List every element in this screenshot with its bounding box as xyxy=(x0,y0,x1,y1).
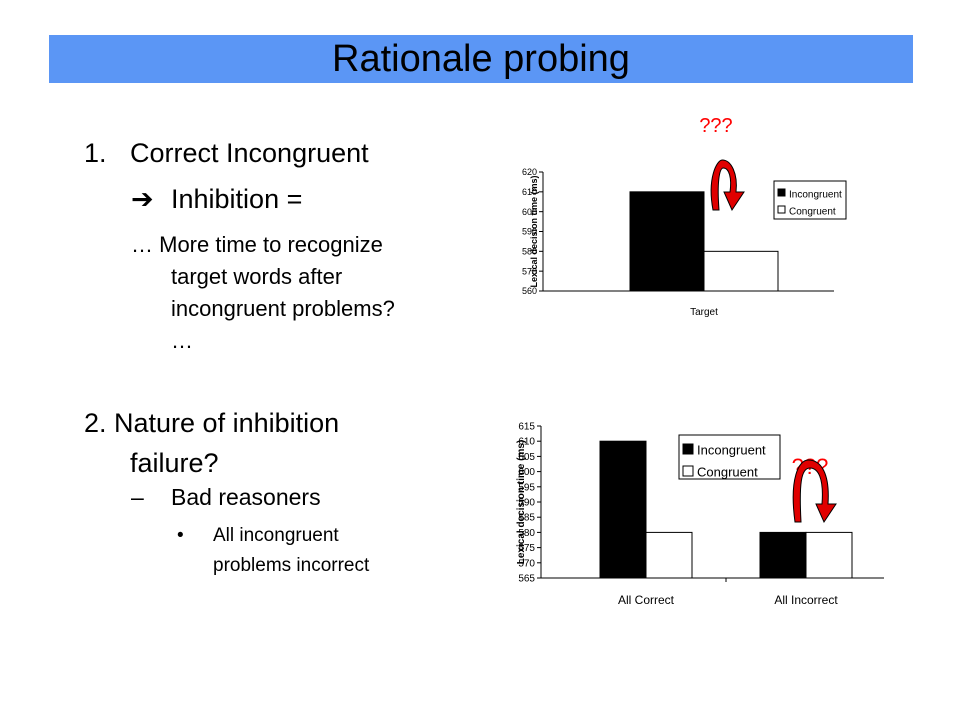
y-tick-label: 610 xyxy=(518,437,535,448)
legend-label: Congruent xyxy=(789,207,836,218)
point2-sub-text: Bad reasoners xyxy=(171,484,321,510)
y-tick-label: 605 xyxy=(518,452,535,463)
right-arrow-icon: ➔ xyxy=(131,184,154,214)
bar-congruent xyxy=(645,531,693,579)
dash-marker: – xyxy=(131,484,144,510)
y-tick-label: 610 xyxy=(522,187,537,197)
y-tick-label: 570 xyxy=(518,558,535,569)
point2-heading: 2. Nature of inhibition failure? xyxy=(84,403,339,483)
y-tick-label: 580 xyxy=(522,246,537,256)
detail-line: target words after xyxy=(171,264,343,289)
point1-number: 1. xyxy=(84,138,107,168)
y-tick-label: 600 xyxy=(518,467,535,478)
legend-box xyxy=(678,434,781,480)
annotation-question: ??? xyxy=(699,115,732,137)
curved-arrow-icon xyxy=(710,159,745,212)
curved-arrow-icon xyxy=(792,459,837,524)
bar-incongruent xyxy=(629,191,705,292)
bullet-line: problems incorrect xyxy=(213,555,370,576)
y-tick-label: 575 xyxy=(518,543,535,554)
x-category-label: All Correct xyxy=(618,593,675,607)
y-tick-label: 600 xyxy=(522,207,537,217)
detail-line: … More time to recognize xyxy=(131,232,383,257)
legend-box xyxy=(773,180,847,220)
y-tick-label: 560 xyxy=(522,286,537,296)
bar-incongruent xyxy=(599,440,647,579)
point1-subheading: ➔ Inhibition = xyxy=(131,184,302,215)
point1-heading: 1. Correct Incongruent xyxy=(84,138,369,169)
bullet-line: All incongruent xyxy=(213,525,339,546)
legend-label: Congruent xyxy=(697,465,758,480)
y-tick-label: 590 xyxy=(518,498,535,509)
y-tick-label: 585 xyxy=(518,513,535,524)
y-tick-label: 615 xyxy=(518,422,535,433)
legend-swatch-incongruent xyxy=(777,188,786,197)
point2-sub: – Bad reasoners xyxy=(131,484,321,511)
x-category-label: All Incorrect xyxy=(774,593,838,607)
point1-detail: … More time to recognize target words af… xyxy=(131,229,395,357)
x-category-label: Target xyxy=(690,307,718,318)
point2-bullet: • All incongruent problems incorrect xyxy=(177,521,369,581)
point1-heading-text: Correct Incongruent xyxy=(130,138,369,168)
point2-heading-line: 2. Nature of inhibition xyxy=(84,408,340,438)
point2-heading-line: failure? xyxy=(130,448,219,478)
y-tick-label: 580 xyxy=(518,528,535,539)
y-tick-label: 595 xyxy=(518,482,535,493)
y-tick-label: 570 xyxy=(522,266,537,276)
slide-title: Rationale probing xyxy=(332,38,630,80)
bar-congruent xyxy=(805,531,853,579)
legend-swatch-congruent xyxy=(777,205,786,214)
point1-subheading-text: Inhibition = xyxy=(171,184,303,214)
y-tick-label: 565 xyxy=(518,574,535,585)
bar-incongruent xyxy=(759,531,807,579)
title-bar: Rationale probing xyxy=(49,35,913,83)
y-axis-label: Lexical decision time (ms) xyxy=(516,440,527,565)
y-tick-label: 620 xyxy=(522,167,537,177)
legend-label: Incongruent xyxy=(789,190,842,201)
detail-line: incongruent problems? xyxy=(171,296,395,321)
y-tick-label: 590 xyxy=(522,227,537,237)
bullet-icon: • xyxy=(177,525,184,546)
bar-congruent xyxy=(703,250,779,292)
detail-line: … xyxy=(171,328,193,353)
legend-swatch-incongruent xyxy=(682,443,694,455)
y-axis-label: Lexical decision time (ms) xyxy=(529,175,539,287)
legend-label: Incongruent xyxy=(697,443,766,458)
legend-swatch-congruent xyxy=(682,465,694,477)
